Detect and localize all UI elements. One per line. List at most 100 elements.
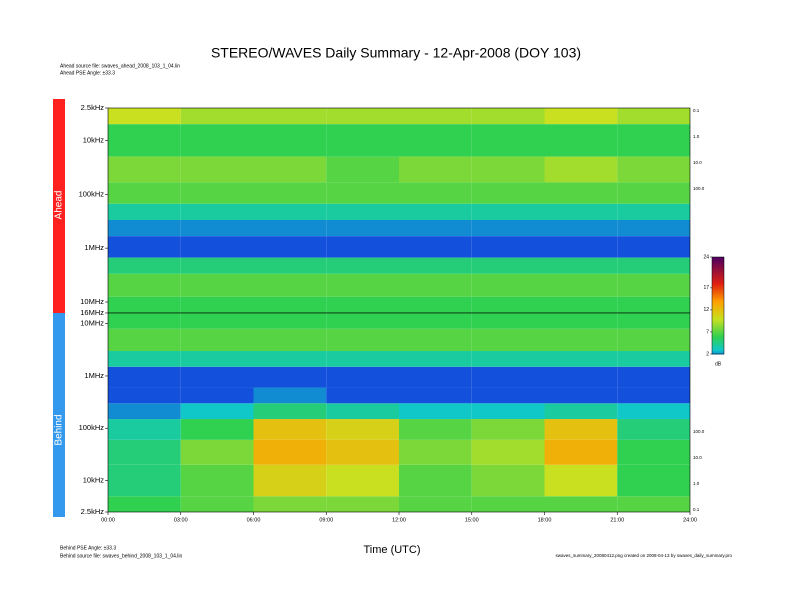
heat-cell [326,203,399,220]
heat-cell [253,236,327,258]
heat-cell [544,182,618,204]
heat-cell [399,419,472,440]
heat-cell [617,257,690,274]
heat-cell [180,108,254,125]
y-tick-label: 2.5kHz [81,507,105,516]
colorbar-step [712,308,724,311]
note: Behind PSE Angle: ±33.3 [60,545,116,551]
heat-cell [399,313,472,329]
right-tick-label: 100.0 [693,429,705,434]
colorbar-step [712,310,724,313]
x-tick-label: 09:00 [319,517,333,523]
heat-cell [471,403,545,420]
heat-cell [253,366,327,388]
right-tick-label: 0.1 [693,108,700,113]
colorbar-step [712,294,724,297]
colorbar-frame [711,256,725,355]
x-tick-label: 15:00 [465,517,479,523]
x-tick-label: 18:00 [538,517,552,523]
colorbar-step [712,281,724,284]
heat-cell [471,219,545,237]
heat-cell [399,203,472,220]
heat-cell [326,464,399,497]
heat-cell [180,496,254,512]
colorbar-tick-label: 12 [703,307,709,313]
right-tick-label: 1.0 [693,481,700,486]
heat-cell [326,313,399,329]
x-axis-label: Time (UTC) [363,544,420,556]
colorbar-step [712,313,724,316]
heat-cell [180,439,254,465]
colorbar-step [712,326,724,329]
heat-cell [544,156,618,183]
heat-cell [108,203,181,220]
x-tick-label: 24:00 [683,517,697,523]
heat-cell [617,351,690,367]
colorbar-step [712,299,724,302]
heat-cell [544,124,618,157]
y-tick-label: 1MHz [84,371,104,380]
heat-cell [326,439,399,465]
heat-cell [326,403,399,420]
heat-cell [253,439,327,465]
heat-cell [544,351,618,367]
heat-cell [326,328,399,352]
colorbar-step [712,305,724,308]
heat-cell [253,296,327,313]
colorbar-step [712,287,724,290]
heat-cell [253,313,327,329]
heat-cell [253,219,327,237]
right-tick-label: 1.0 [693,134,700,139]
heat-cell [326,219,399,237]
colorbar-step [712,302,724,305]
heat-cell [108,182,181,204]
colorbar-step [712,349,724,352]
heat-cell [108,236,181,258]
y-tick-label: 1MHz [84,243,104,252]
colorbar-step [712,263,724,266]
colorbar-step [712,273,724,276]
x-tick-label: 06:00 [247,517,261,523]
colorbar-step [712,341,724,344]
colorbar-step [712,292,724,295]
y-tick-label: 10MHz [80,319,104,328]
note: Behind source file: swaves_behind_2008_1… [60,553,183,559]
heat-cell [617,219,690,237]
colorbar-step [712,269,724,273]
heat-cell [253,124,327,157]
note: Ahead source file: swaves_ahead_2008_103… [60,63,180,69]
heat-cell [399,496,472,512]
heat-cell [108,219,181,237]
colorbar-step [712,315,724,318]
heat-cell [108,257,181,274]
heat-cell [471,257,545,274]
heat-cell [326,156,399,183]
heat-cell [399,464,472,497]
y-tick-label: 100kHz [79,423,105,432]
heat-cell [253,273,327,297]
heat-cell [326,257,399,274]
colorbar-step [712,295,724,298]
heat-cell [471,328,545,352]
heat-cell [617,313,690,329]
heat-cell [471,203,545,220]
heat-cell [399,219,472,237]
heat-cell [617,296,690,313]
heat-cell [617,387,690,404]
heat-cell [471,366,545,388]
heat-cell [108,403,181,420]
heat-cell [544,296,618,313]
heat-cell [617,328,690,352]
heat-cell [471,387,545,404]
colorbar-step [712,321,724,324]
heat-cell [471,464,545,497]
heat-cell [108,296,181,313]
heat-cell [399,328,472,352]
footer: swaves_summary_20080412.png created on 2… [555,553,732,558]
heat-cell [180,273,254,297]
heat-cell [399,439,472,465]
heat-cell [399,273,472,297]
heat-cell [471,236,545,258]
heat-cell [544,464,618,497]
